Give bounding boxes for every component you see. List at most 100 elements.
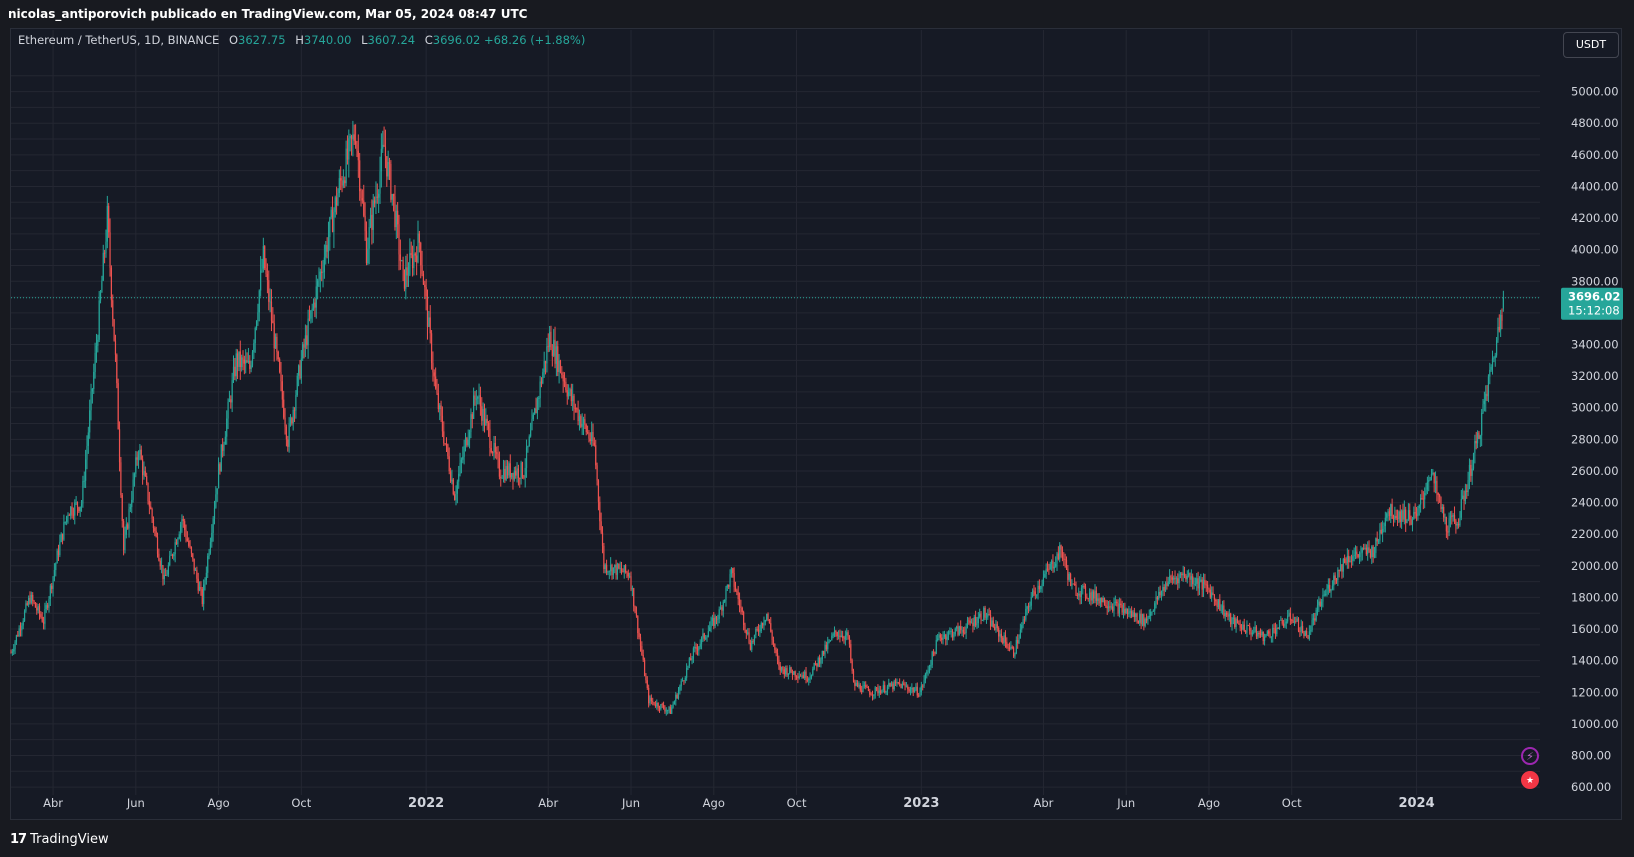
candle [1491,350,1494,375]
candle [1490,364,1492,372]
candle-body [1472,453,1475,469]
candle [916,682,918,698]
candle [1396,509,1399,526]
candle [174,537,176,563]
candle [729,569,731,594]
candle-body [1223,605,1225,617]
candle [1196,573,1198,591]
candle-body [15,635,18,642]
candle-body [605,564,608,573]
candle-body [1101,598,1103,603]
candle [1297,617,1300,633]
candle-body [1010,646,1012,650]
candle-body [692,648,695,659]
candle-body [791,672,794,675]
candle [1112,603,1114,613]
candle [382,130,384,153]
candle [141,455,144,485]
candle-body [638,633,640,638]
time-axis[interactable]: Abr Jun Ago Oct 2022 Abr Jun Ago Oct 2023 Abr Jun Ag… [43,796,1435,811]
candle-body [1021,624,1023,630]
candle-body [188,540,190,546]
candle-body [734,586,737,591]
candle-body [1467,480,1469,492]
candle-body [813,662,815,669]
symbol-legend[interactable]: Ethereum / TetherUS, 1D, BINANCE O3627.7… [18,33,585,47]
high-label: H [295,33,304,47]
candle [799,673,802,677]
candle-body [104,252,106,254]
us-flag-icon[interactable]: ★ [1521,771,1539,789]
candle [1141,613,1144,627]
candle-body [1390,504,1392,516]
currency-button[interactable]: USDT [1563,32,1619,58]
candle-body [817,658,819,667]
candle [996,621,998,632]
candle-body [1177,578,1179,584]
candle-body [198,586,201,591]
candle [1087,597,1089,602]
candle-body [45,605,47,610]
candle-body [1069,573,1072,587]
candle-body [695,646,697,650]
candle-body [825,644,827,650]
candle-body [675,694,677,702]
candle [1232,613,1234,625]
candle-body [915,686,917,691]
candle-body [411,254,414,269]
candle [618,563,620,570]
candle-body [1405,509,1407,523]
candle [1234,614,1236,629]
candle [1064,553,1066,568]
candle-body [563,381,566,383]
candle-body [315,286,317,308]
candle [592,423,594,447]
candle [1357,554,1359,559]
candle-body [1360,552,1362,554]
candle-body [1036,594,1038,596]
candle-body [947,631,950,637]
candle-body [186,538,188,541]
candle-body [639,637,642,647]
candle [265,258,267,278]
candle-body [113,319,115,341]
candle [1437,492,1439,505]
candle-body [123,520,125,551]
candle-body [485,418,487,426]
candle-body [154,528,156,532]
candle [1274,622,1277,639]
candle-body [953,634,955,638]
candle-body [661,704,663,706]
candle-body [1476,432,1479,444]
candle [101,275,103,293]
candle [136,451,138,466]
candle [455,485,457,506]
candle-body [116,354,118,384]
candle [591,421,593,447]
price-axis[interactable]: 600.00800.001000.001200.001400.001600.00… [1571,85,1619,794]
candle-body [156,536,159,554]
candle-body [368,227,370,249]
footer-branding[interactable]: 17 TradingView [10,828,109,850]
candle [844,630,846,646]
candle [1262,631,1264,645]
candle [462,446,464,464]
candle-body [250,365,252,369]
candle [699,639,701,650]
candle-body [1413,512,1415,520]
candle-body [19,628,22,631]
candle-body [772,640,775,644]
candle [949,627,951,635]
candle-body [1342,558,1344,572]
candle [181,514,183,533]
candle [196,566,198,583]
candle [968,617,970,625]
candle-body [681,680,684,682]
candle [11,648,13,656]
candle [650,694,652,705]
candle-body [657,703,659,708]
lightning-icon[interactable]: ⚡ [1521,747,1539,765]
candle [1481,408,1483,447]
candle-body [1333,575,1335,586]
